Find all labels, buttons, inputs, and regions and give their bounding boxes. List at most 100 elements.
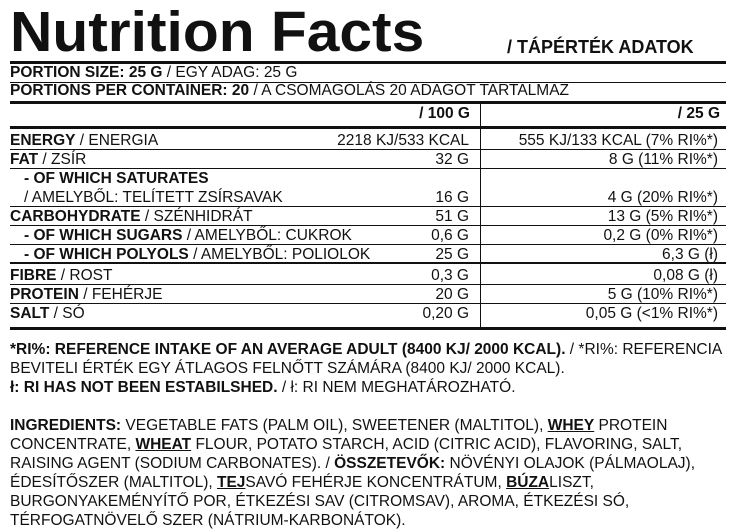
value-per-100g: 2218 KJ/533 KCAL xyxy=(337,132,469,149)
portions-per-container-label: PORTIONS PER CONTAINER: 20 xyxy=(10,82,250,99)
nutrient-label-en: SALT xyxy=(10,305,50,322)
nutrient-label-hu: / SÓ xyxy=(49,305,85,322)
allergen-wheat-hu: BÚZA xyxy=(506,474,550,491)
nutrient-label: SALT / SÓ xyxy=(10,304,85,323)
nutrient-label-en: CARBOHYDRATE xyxy=(10,208,141,225)
value-per-100g: 25 G xyxy=(435,246,469,263)
nutrient-label: - OF WHICH SATURATES xyxy=(24,169,209,188)
ingredients-text: FLOUR, POTATO STARCH, ACID (CITRIC ACID)… xyxy=(10,436,683,472)
nutrient-label-hu: / ZSÍR xyxy=(38,151,87,168)
nutrient-label-en: ENERGY xyxy=(10,132,76,149)
nutrient-label: - OF WHICH SUGARS / AMELYBŐL: CUKROK xyxy=(24,226,352,245)
ri-note-hu: / *RI%: REFERENCIA BEVITELI ÉRTÉK EGY ÁT… xyxy=(10,341,722,377)
nutrient-row-salt: SALT / SÓ 0,20 G 0,05 G (<1% RI%*) xyxy=(10,304,726,323)
nutrient-row-energy: ENERGY / ENERGIA 2218 KJ/533 KCAL 555 KJ/1… xyxy=(10,131,726,150)
ingredients-text: NÖVÉNYI OLAJOK (PÁLMAOLAJ), ÉDESÍTŐSZER … xyxy=(10,455,696,491)
value-per-100g: 51 G xyxy=(435,208,469,225)
portions-per-container-hu: / A CSOMAGOLÁS 20 ADAGOT TARTALMAZ xyxy=(249,82,570,99)
not-established-note: ł: RI HAS NOT BEEN ESTABILSHED. / ł: RI … xyxy=(10,378,726,397)
column-per-100g: / 100 G xyxy=(419,105,470,122)
row-divider xyxy=(10,149,726,150)
value-per-25g: 555 KJ/133 KCAL (7% RI%*) xyxy=(518,132,718,149)
nutrient-label-hu: / ENERGIA xyxy=(75,132,159,149)
value-per-100g: 0,3 G xyxy=(431,267,469,284)
nutrient-row-polyols: - OF WHICH POLYOLS / AMELYBŐL: POLIOLOK 2… xyxy=(10,245,726,264)
portion-size: PORTION SIZE: 25 G / EGY ADAG: 25 G xyxy=(10,63,726,83)
ingredients-text: PROTEIN CONCENTRATE, xyxy=(10,417,668,453)
table-bottom-divider xyxy=(10,327,726,330)
nutrient-label-en: - OF WHICH POLYOLS xyxy=(24,246,189,263)
nutrient-row-protein: PROTEIN / FEHÉRJE 20 G 5 G (10% RI%*) xyxy=(10,285,726,304)
page-subtitle: / TÁPÉRTÉK ADATOK xyxy=(507,37,694,57)
nutrient-label-hu: / FEHÉRJE xyxy=(78,286,163,303)
nutrient-label: - OF WHICH POLYOLS / AMELYBŐL: POLIOLOK xyxy=(24,245,370,264)
ri-note-en: *RI%: REFERENCE INTAKE OF AN AVERAGE ADU… xyxy=(10,341,566,358)
row-divider xyxy=(10,244,726,245)
nutrient-label-en: FIBRE xyxy=(10,267,57,284)
title-row: Nutrition Facts / TÁPÉRTÉK ADATOK xyxy=(10,2,734,62)
value-per-25g: 5 G (10% RI%*) xyxy=(607,286,718,303)
row-divider xyxy=(10,206,726,207)
row-divider xyxy=(10,225,726,226)
value-per-25g: 4 G (20% RI%*) xyxy=(607,189,718,206)
page-title: Nutrition Facts xyxy=(10,0,425,64)
nutrient-label-hu: / AMELYBŐL: POLIOLOK xyxy=(188,246,371,263)
portion-size-hu: / EGY ADAG: 25 G xyxy=(162,64,298,81)
value-per-25g: 0,2 G (0% RI%*) xyxy=(603,227,718,244)
ns-note-hu: / ł: RI NEM MEGHATÁROZHATÓ. xyxy=(277,379,516,396)
nutrient-label: CARBOHYDRATE / SZÉNHIDRÁT xyxy=(10,207,253,226)
column-divider xyxy=(480,104,481,327)
value-per-100g: 16 G xyxy=(435,189,469,206)
column-header-divider xyxy=(10,126,726,129)
nutrient-label: PROTEIN / FEHÉRJE xyxy=(10,285,162,304)
nutrient-label-en: - OF WHICH SATURATES xyxy=(24,170,209,187)
portion-size-label: PORTION SIZE: 25 G xyxy=(10,64,163,81)
nutrient-row-saturates: - OF WHICH SATURATES xyxy=(10,169,726,188)
nutrient-label-en: FAT xyxy=(10,151,39,168)
nutrient-label-hu: / ROST xyxy=(56,267,113,284)
reference-intake-note: *RI%: REFERENCE INTAKE OF AN AVERAGE ADU… xyxy=(10,340,726,378)
nutrient-row-fat: FAT / ZSÍR 32 G 8 G (11% RI%*) xyxy=(10,150,726,169)
ns-note-en: ł: RI HAS NOT BEEN ESTABILSHED. xyxy=(10,379,278,396)
allergen-milk: TEJ xyxy=(216,474,246,491)
nutrient-label-hu: / SZÉNHIDRÁT xyxy=(140,208,253,225)
value-per-25g: 0,05 G (<1% RI%*) xyxy=(585,305,718,322)
portion-divider xyxy=(10,82,726,83)
nutrient-label: FAT / ZSÍR xyxy=(10,150,86,169)
nutrient-label-hu: / AMELYBŐL: CUKROK xyxy=(182,227,352,244)
header-divider xyxy=(10,101,726,104)
nutrient-label-hu: / AMELYBŐL: TELÍTETT ZSÍRSAVAK xyxy=(24,189,283,206)
value-per-100g: 32 G xyxy=(435,151,469,168)
ingredients-text: VEGETABLE FATS (PALM OIL), SWEETENER (MA… xyxy=(121,417,548,434)
column-per-25g: / 25 G xyxy=(677,105,720,122)
title-divider xyxy=(10,61,726,64)
row-divider xyxy=(10,303,726,304)
ingredients-text: LISZT, BURGONYAKEMÉNYÍTŐ POR, ÉTKEZÉSI S… xyxy=(10,474,630,529)
ingredients-text: SAVÓ FEHÉRJE KONCENTRÁTUM, xyxy=(245,474,507,491)
row-divider xyxy=(10,262,726,264)
row-divider xyxy=(10,284,726,285)
nutrient-row-carbohydrate: CARBOHYDRATE / SZÉNHIDRÁT 51 G 13 G (5% RI… xyxy=(10,207,726,226)
nutrient-row-sugars: - OF WHICH SUGARS / AMELYBŐL: CUKROK 0,6 … xyxy=(10,226,726,245)
row-divider xyxy=(10,168,726,169)
nutrient-label-en: PROTEIN xyxy=(10,286,79,303)
nutrient-label-en: - OF WHICH SUGARS xyxy=(24,227,183,244)
value-per-25g: 0,08 G (ł) xyxy=(653,267,718,284)
nutrient-row-fibre: FIBRE / ROST 0,3 G 0,08 G (ł) xyxy=(10,266,726,285)
value-per-100g: 20 G xyxy=(435,286,469,303)
ingredients-label: INGREDIENTS: xyxy=(10,417,122,434)
value-per-100g: 0,6 G xyxy=(431,227,469,244)
nutrient-label: ENERGY / ENERGIA xyxy=(10,131,158,150)
allergen-whey: WHEY xyxy=(547,417,595,434)
ingredients-label-hu: ÖSSZETEVŐK: xyxy=(334,455,446,472)
ingredients: INGREDIENTS: VEGETABLE FATS (PALM OIL), … xyxy=(10,416,726,530)
value-per-100g: 0,20 G xyxy=(422,305,469,322)
nutrient-label: FIBRE / ROST xyxy=(10,266,112,285)
value-per-25g: 6,3 G (ł) xyxy=(662,246,718,263)
allergen-wheat: WHEAT xyxy=(135,436,192,453)
nutrient-row-saturates-hu: / AMELYBŐL: TELÍTETT ZSÍRSAVAK 16 G 4 G (2… xyxy=(10,188,726,207)
portions-per-container: PORTIONS PER CONTAINER: 20 / A CSOMAGOLÁ… xyxy=(10,81,726,101)
value-per-25g: 13 G (5% RI%*) xyxy=(607,208,718,225)
value-per-25g: 8 G (11% RI%*) xyxy=(608,151,718,168)
